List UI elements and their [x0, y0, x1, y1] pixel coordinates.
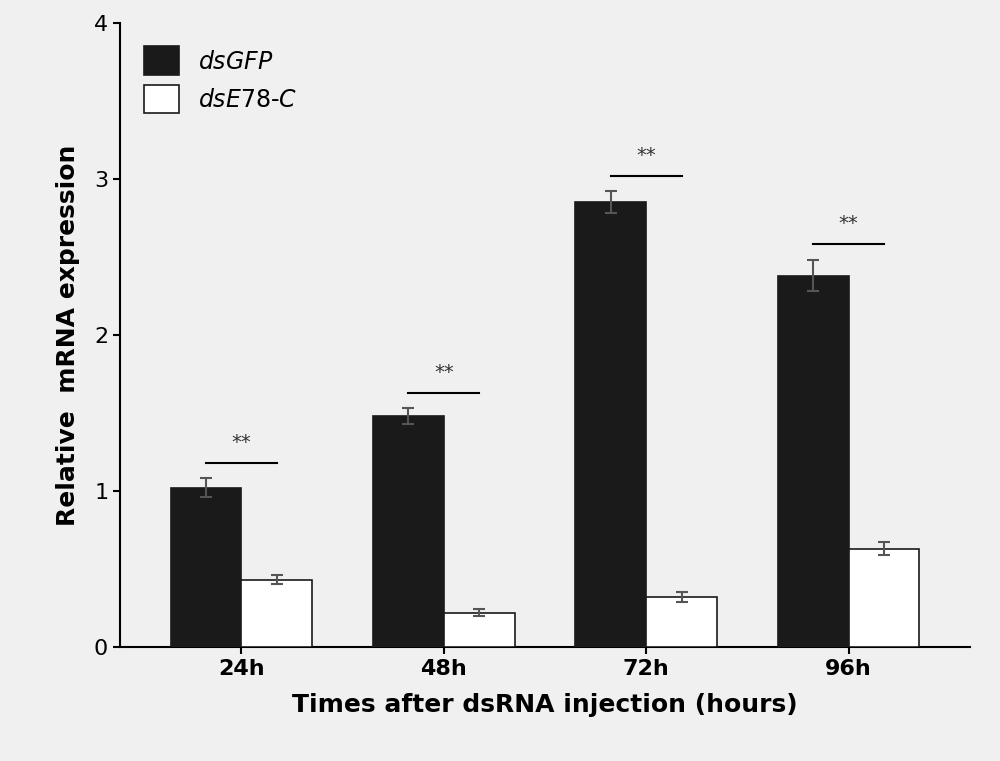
Bar	[444, 613, 515, 647]
Bar	[778, 275, 849, 647]
Bar	[241, 580, 312, 647]
Text: **: **	[636, 146, 656, 165]
Bar	[849, 549, 919, 647]
Text: **: **	[232, 433, 251, 452]
Bar	[575, 202, 646, 647]
Text: **: **	[839, 215, 858, 234]
Y-axis label: Relative  mRNA expression: Relative mRNA expression	[56, 144, 80, 526]
X-axis label: Times after dsRNA injection (hours): Times after dsRNA injection (hours)	[292, 693, 798, 717]
Text: **: **	[434, 363, 454, 381]
Bar	[171, 488, 241, 647]
Legend: $\it{dsGFP}$, $\it{dsE78}$-$\it{C}$: $\it{dsGFP}$, $\it{dsE78}$-$\it{C}$	[132, 35, 309, 126]
Bar	[646, 597, 717, 647]
Bar	[373, 416, 444, 647]
